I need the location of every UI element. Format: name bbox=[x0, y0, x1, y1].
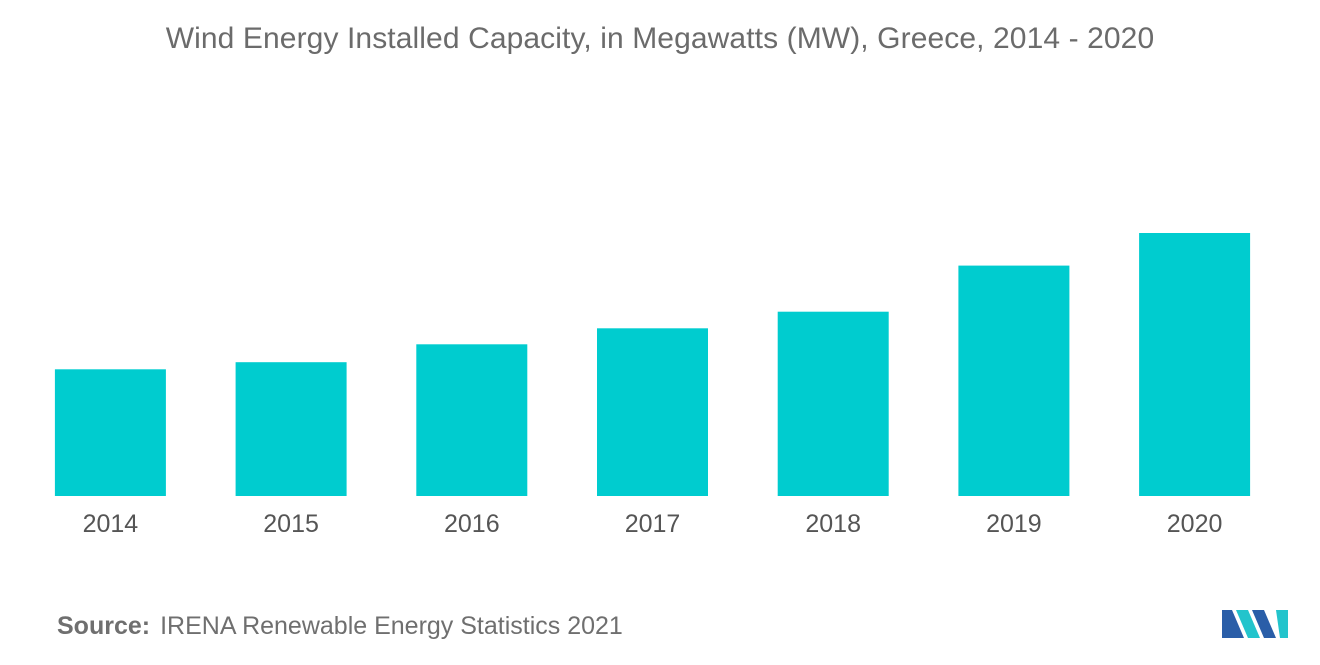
source-label: Source: bbox=[57, 612, 151, 640]
bar-2019 bbox=[958, 265, 1070, 496]
bar-2018 bbox=[777, 311, 889, 496]
bars-group bbox=[54, 233, 1251, 496]
logo-shape-4 bbox=[1276, 610, 1288, 638]
bar-2016 bbox=[416, 344, 528, 496]
logo-shape-2 bbox=[1236, 610, 1260, 638]
bar-2014 bbox=[54, 369, 166, 496]
source-note: Source: IRENA Renewable Energy Statistics… bbox=[57, 612, 623, 641]
logo-shape-3 bbox=[1252, 610, 1276, 638]
x-tick-label-2014: 2014 bbox=[83, 510, 139, 538]
bar-2015 bbox=[235, 362, 347, 496]
x-tick-label-2019: 2019 bbox=[986, 510, 1042, 538]
bar-chart: 2014 2015 2016 2017 2018 2019 2020 bbox=[54, 233, 1251, 538]
mordor-intelligence-logo-icon bbox=[1222, 610, 1288, 638]
x-tick-label-2020: 2020 bbox=[1167, 510, 1223, 538]
chart-title: Wind Energy Installed Capacity, in Megaw… bbox=[165, 22, 1155, 55]
x-tick-label-2015: 2015 bbox=[263, 510, 319, 538]
source-text: IRENA Renewable Energy Statistics 2021 bbox=[160, 612, 623, 640]
x-tick-labels: 2014 2015 2016 2017 2018 2019 2020 bbox=[83, 510, 1223, 538]
x-tick-label-2016: 2016 bbox=[444, 510, 500, 538]
bar-2020 bbox=[1139, 233, 1251, 496]
logo-shape-1 bbox=[1222, 610, 1244, 638]
x-tick-label-2017: 2017 bbox=[625, 510, 681, 538]
x-tick-label-2018: 2018 bbox=[805, 510, 861, 538]
bar-2017 bbox=[597, 328, 708, 496]
